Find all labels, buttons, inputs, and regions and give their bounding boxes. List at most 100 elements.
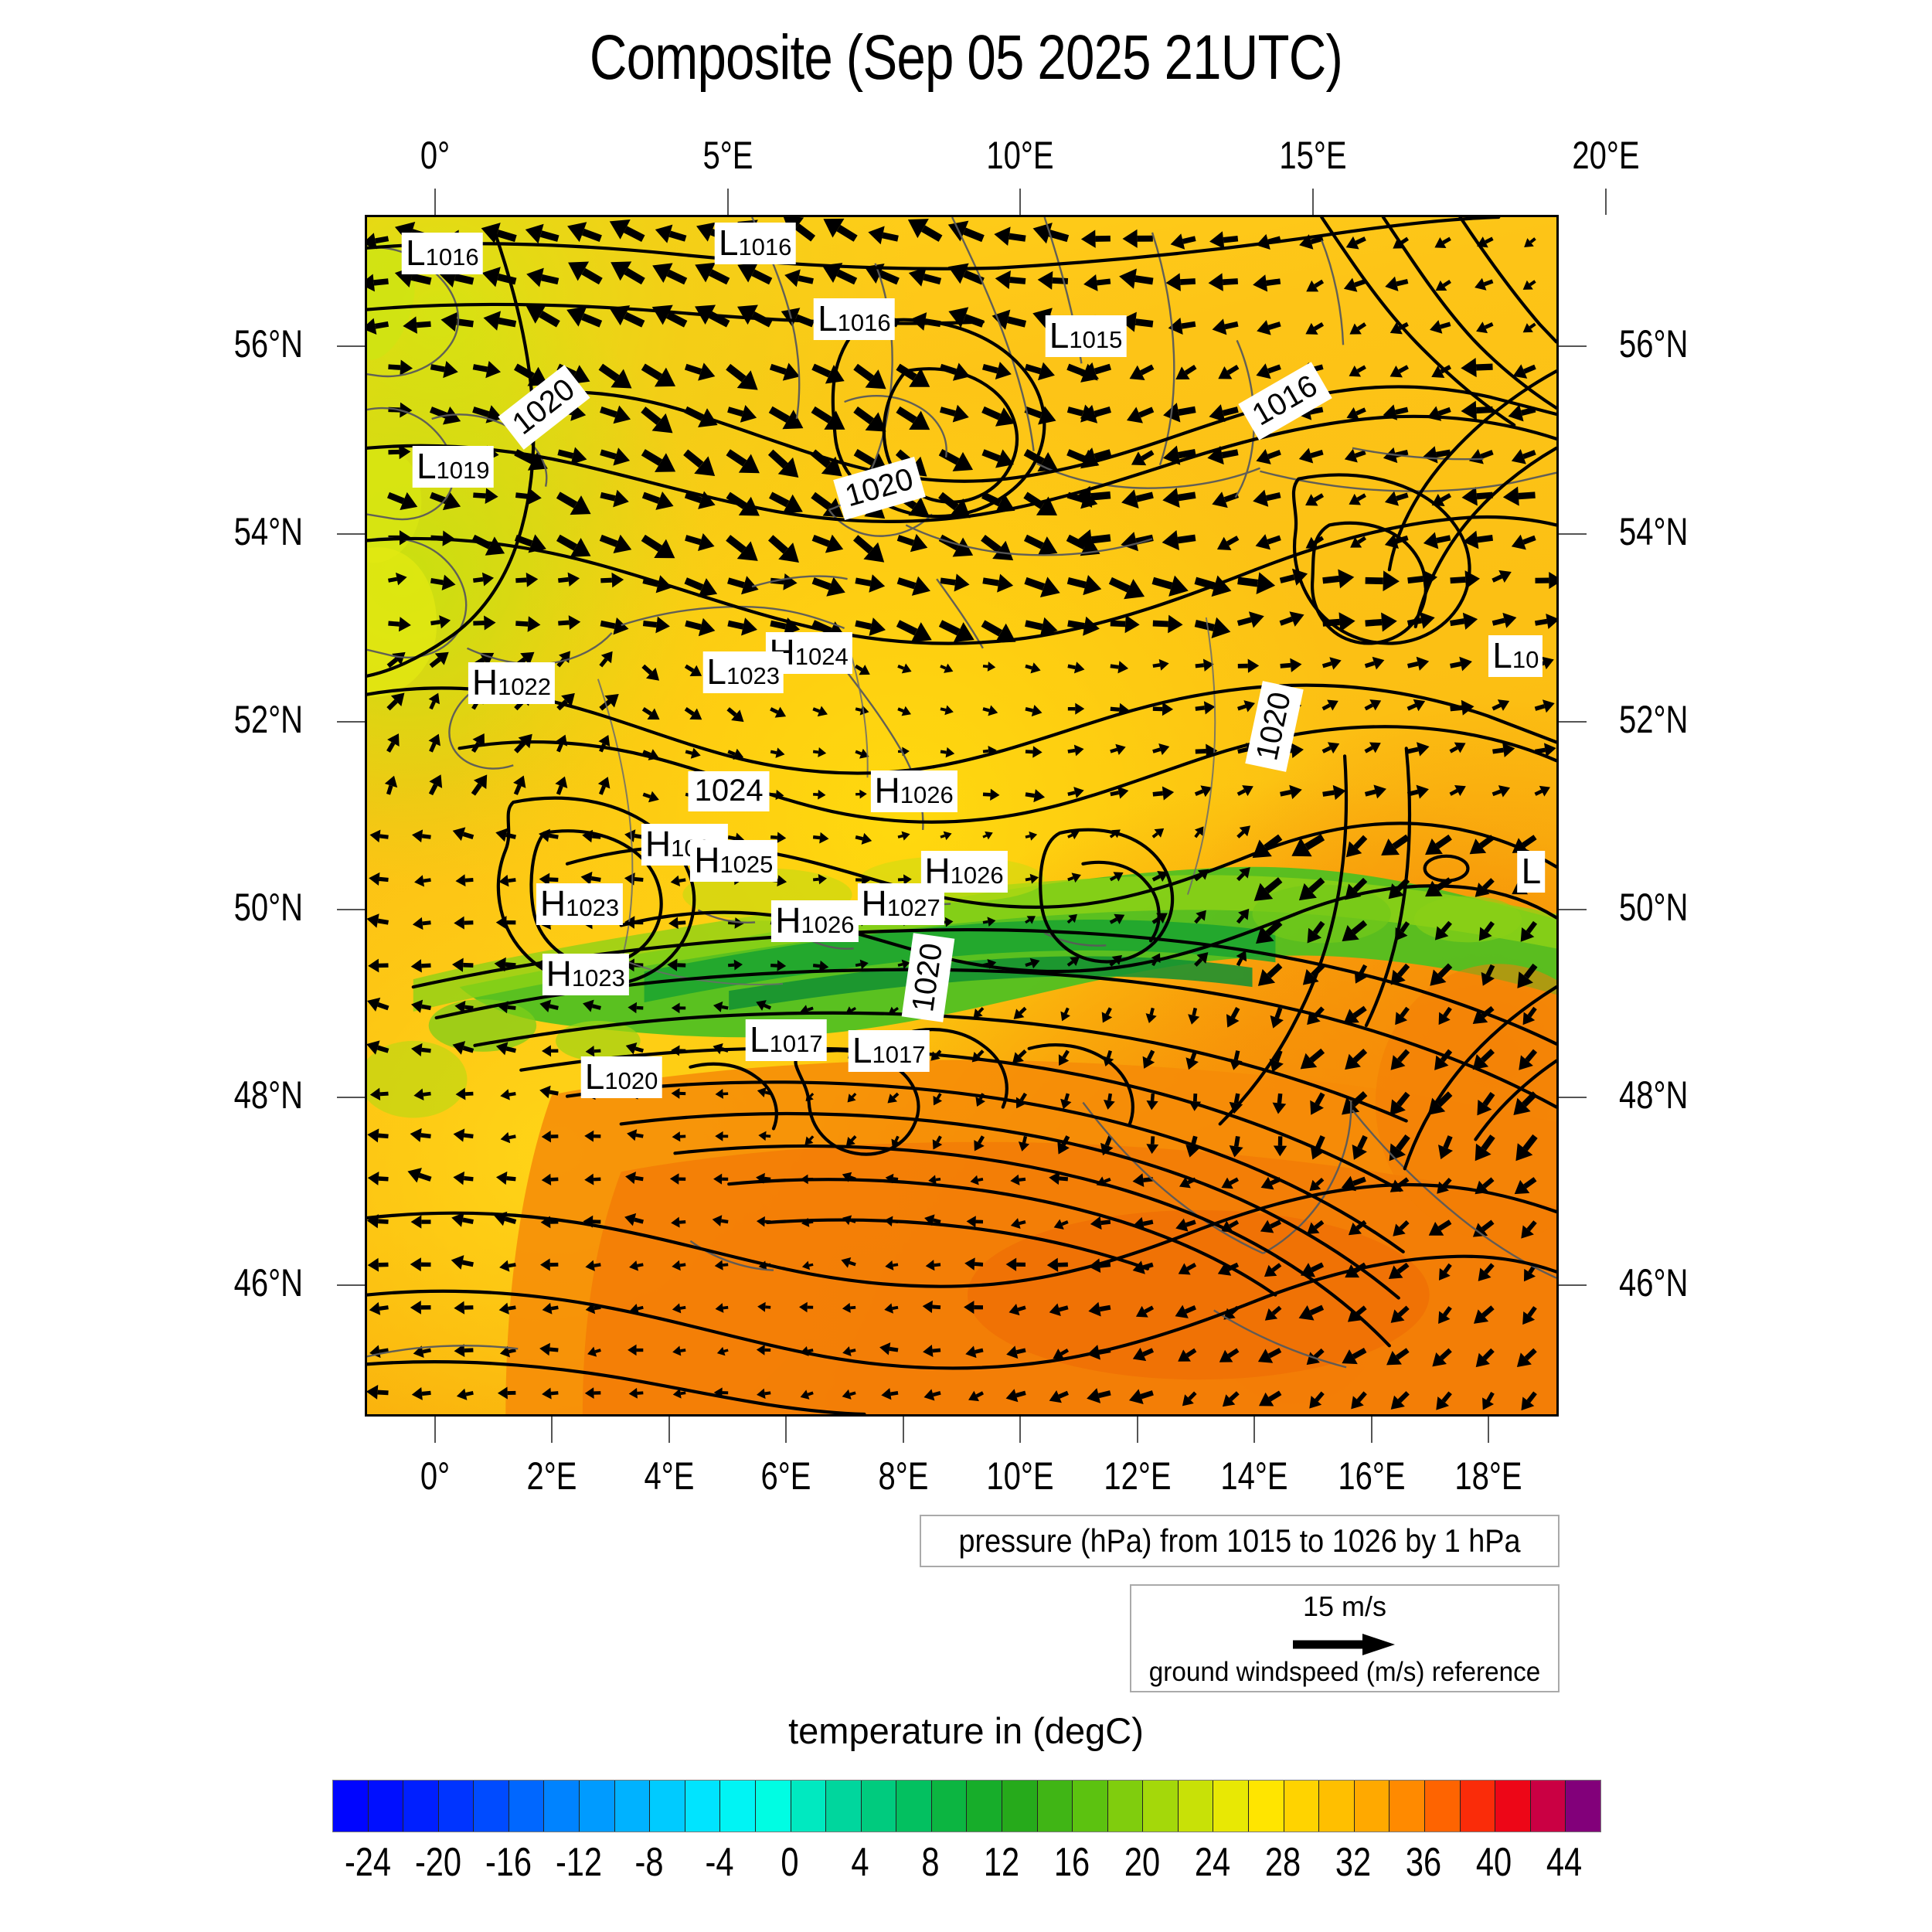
wind-vector bbox=[1351, 1091, 1368, 1107]
wind-vector bbox=[1322, 790, 1335, 797]
wind-vector bbox=[812, 750, 819, 754]
wind-vector bbox=[1150, 1136, 1155, 1145]
wind-vector-head bbox=[1338, 612, 1355, 632]
wind-vector-head bbox=[1431, 365, 1445, 378]
wind-vector-head bbox=[1103, 1099, 1115, 1110]
wind-vector-head bbox=[1006, 1345, 1019, 1359]
wind-vector bbox=[1271, 1305, 1282, 1315]
wind-vector-head bbox=[1270, 1015, 1284, 1029]
wind-vector-head bbox=[1202, 658, 1214, 672]
wind-vector bbox=[634, 1217, 644, 1224]
wind-vector-head bbox=[555, 776, 568, 788]
wind-vector bbox=[933, 1218, 941, 1224]
wind-vector-head bbox=[625, 1172, 636, 1185]
colorbar-cell bbox=[438, 1781, 474, 1832]
colorbar-cell bbox=[474, 1781, 509, 1832]
wind-vector-head bbox=[628, 1002, 638, 1014]
wind-vector-head bbox=[932, 1139, 943, 1150]
wind-vector bbox=[1178, 406, 1196, 416]
wind-vector bbox=[975, 1348, 984, 1354]
pressure-center-value: 10 bbox=[1512, 645, 1539, 673]
wind-vector bbox=[882, 232, 899, 242]
pressure-center-label: L1015 bbox=[1045, 315, 1127, 357]
wind-vector-head bbox=[1306, 280, 1319, 292]
wind-vector bbox=[1140, 364, 1155, 376]
wind-vector-head bbox=[400, 492, 418, 511]
wind-vector bbox=[1406, 747, 1419, 754]
axis-bottom-tick bbox=[434, 1417, 436, 1443]
wind-vector-head bbox=[909, 410, 930, 430]
pressure-center-type: H bbox=[775, 900, 801, 941]
wind-vector bbox=[1106, 1050, 1112, 1059]
wind-vector-head bbox=[1247, 658, 1260, 673]
wind-vector-head bbox=[410, 1257, 421, 1272]
wind-vector bbox=[504, 1216, 517, 1224]
axis-bottom-label: 16°E bbox=[1338, 1454, 1406, 1498]
wind-vector bbox=[1110, 747, 1118, 753]
wind-vector-head bbox=[585, 1046, 595, 1057]
wind-vector-head bbox=[952, 537, 974, 557]
wind-vector-head bbox=[1461, 400, 1478, 420]
wind-vector bbox=[981, 620, 1002, 637]
wind-vector-head bbox=[1395, 1012, 1408, 1026]
wind-vector bbox=[1523, 1177, 1537, 1189]
wind-vector-head bbox=[672, 1260, 681, 1271]
wind-vector-head bbox=[1428, 1221, 1444, 1236]
wind-vector-head bbox=[842, 1172, 852, 1182]
wind-vector-head bbox=[863, 542, 885, 563]
wind-vector bbox=[940, 834, 946, 838]
wind-vector bbox=[456, 318, 474, 328]
wind-vector bbox=[1194, 957, 1203, 967]
wind-vector bbox=[641, 707, 652, 716]
pressure-center-type: L bbox=[406, 232, 426, 273]
wind-vector-head bbox=[1475, 1352, 1490, 1368]
colorbar-cell bbox=[720, 1781, 756, 1832]
wind-vector-head bbox=[655, 616, 670, 634]
wind-vector-head bbox=[1162, 530, 1180, 551]
wind-vector bbox=[1397, 1305, 1410, 1317]
wind-vector bbox=[1526, 920, 1538, 934]
wind-vector-head bbox=[410, 1300, 421, 1315]
wind-vector-head bbox=[485, 488, 498, 504]
wind-vector bbox=[1351, 920, 1368, 935]
temperature-colorbar[interactable] bbox=[332, 1780, 1601, 1832]
wind-vector-head bbox=[1168, 575, 1189, 597]
wind-vector bbox=[1229, 1391, 1240, 1401]
wind-vector bbox=[1236, 957, 1243, 967]
wind-vector bbox=[590, 876, 601, 883]
wind-vector-head bbox=[1523, 1268, 1536, 1282]
wind-vector-head bbox=[367, 913, 379, 928]
wind-vector bbox=[471, 783, 482, 796]
colorbar-cell bbox=[1284, 1781, 1320, 1832]
wind-vector-head bbox=[613, 405, 631, 424]
wind-vector bbox=[505, 962, 516, 968]
wind-vector-head bbox=[495, 1171, 508, 1185]
wind-vector bbox=[1518, 492, 1536, 500]
wind-vector bbox=[1364, 789, 1376, 797]
wind-vector bbox=[581, 228, 602, 242]
wind-vector-head bbox=[995, 270, 1011, 290]
wind-vector-head bbox=[712, 1215, 723, 1227]
wind-vector-head bbox=[1388, 1265, 1403, 1279]
wind-vector bbox=[379, 1348, 389, 1354]
colorbar-tick-label: 32 bbox=[1335, 1840, 1372, 1885]
wind-vector-head bbox=[1461, 357, 1477, 378]
wind-vector-head bbox=[736, 541, 758, 561]
wind-vector bbox=[1025, 961, 1032, 968]
axis-left-label: 56°N bbox=[233, 322, 303, 366]
wind-vector-head bbox=[1543, 743, 1556, 757]
wind-vector-head bbox=[990, 788, 1000, 801]
wind-vector bbox=[600, 406, 617, 418]
wind-vector bbox=[1152, 747, 1162, 753]
wind-vector-head bbox=[670, 875, 681, 886]
wind-vector bbox=[1066, 918, 1073, 924]
wind-vector-head bbox=[1349, 493, 1361, 505]
map-plot[interactable]: L1016L1016L1016L101510201016L10191020H10… bbox=[365, 215, 1559, 1417]
wind-vector bbox=[1443, 1135, 1453, 1149]
wind-vector bbox=[1482, 1177, 1495, 1189]
wind-vector bbox=[1233, 1093, 1240, 1104]
wind-vector bbox=[416, 321, 431, 328]
wind-vector bbox=[556, 492, 578, 509]
wind-vector bbox=[465, 1391, 474, 1396]
wind-vector-head bbox=[1343, 277, 1358, 292]
